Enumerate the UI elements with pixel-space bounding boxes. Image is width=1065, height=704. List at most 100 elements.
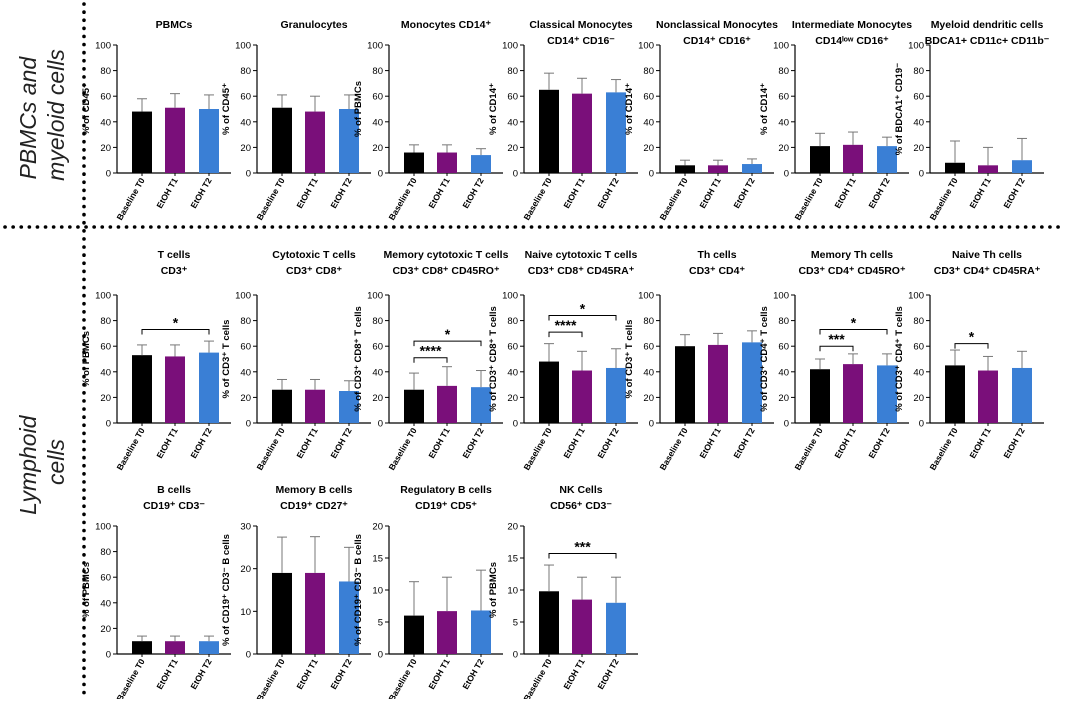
chart-title: Memory B cells [275, 484, 352, 496]
bar [305, 572, 325, 654]
x-tick-label: EtOH T1 [426, 176, 452, 210]
y-tick-label: 20 [507, 393, 518, 404]
y-tick-label: 20 [372, 143, 383, 154]
bar [708, 165, 728, 173]
bar [539, 361, 559, 423]
bar [305, 389, 325, 423]
y-tick-label: 100 [235, 41, 251, 52]
significance-bracket [548, 553, 617, 559]
y-tick-label: 80 [507, 66, 518, 77]
y-tick-label: 100 [95, 41, 111, 52]
chart-title: Regulatory B cells [400, 484, 492, 496]
chart-panel: Granulocytes 0 20 40 60 80 100 % of CD45⁺ Baseli… [221, 19, 371, 222]
y-tick-label: 40 [913, 367, 924, 378]
bar [199, 352, 219, 423]
bar [945, 162, 965, 173]
y-tick-label: 40 [372, 117, 383, 128]
x-tick-label: Baseline T0 [521, 657, 553, 699]
bar [404, 152, 424, 173]
chart-panel: Naive Th cells CD3⁺ CD4⁺ CD45RA⁺ 0 20 40 60 80… [894, 249, 1044, 472]
significance-bracket [548, 314, 617, 321]
y-tick-label: 80 [643, 316, 654, 327]
chart-title: Myeloid dendritic cells [931, 19, 1044, 31]
chart-title: PBMCs [156, 19, 193, 31]
y-tick-label: 60 [778, 342, 789, 353]
y-tick-label: 20 [913, 143, 924, 154]
y-tick-label: 60 [507, 342, 518, 353]
y-tick-label: 100 [638, 291, 654, 302]
chart-title: Classical Monocytes [529, 19, 632, 31]
significance-label: * [851, 315, 857, 331]
bar [165, 107, 185, 173]
x-tick-label: Baseline T0 [657, 426, 689, 472]
y-tick-label: 0 [513, 419, 518, 430]
y-tick-label: 60 [643, 92, 654, 103]
chart-panel: Th cells CD3⁺ CD4⁺ 0 20 40 60 80 100 % of CD3⁺ T… [624, 249, 774, 472]
bar [539, 591, 559, 654]
y-tick-label: 40 [100, 598, 111, 609]
y-axis-label: % of CD14⁺ [759, 83, 770, 135]
x-tick-label: EtOH T1 [426, 426, 452, 460]
y-tick-label: 100 [95, 291, 111, 302]
y-tick-label: 20 [643, 393, 654, 404]
bar [572, 370, 592, 423]
bar [978, 165, 998, 173]
x-tick-label: EtOH T2 [188, 426, 214, 460]
chart-title: Nonclassical Monocytes [656, 19, 778, 31]
section-label-myeloid: PBMCs and myeloid cells [15, 49, 69, 181]
y-tick-label: 0 [649, 169, 654, 180]
chart-panel: Myeloid dendritic cells BDCA1+ CD11c+ CD1… [894, 19, 1050, 222]
y-tick-label: 30 [240, 522, 251, 533]
y-tick-label: 100 [95, 522, 111, 533]
x-tick-label: EtOH T2 [595, 176, 621, 210]
bar [339, 391, 359, 423]
chart-panel: Monocytes CD14⁺ 0 20 40 60 80 100 % of PBMCs Bas… [353, 19, 503, 222]
y-tick-label: 0 [784, 169, 789, 180]
y-tick-label: 60 [372, 92, 383, 103]
x-tick-label: Baseline T0 [521, 426, 553, 472]
x-tick-label: EtOH T1 [294, 176, 320, 210]
x-tick-label: EtOH T2 [1001, 176, 1027, 210]
y-axis-label: % of CD19⁺ CD3⁻ B cells [353, 534, 364, 646]
y-axis-label: % of CD19⁺ CD3⁻ B cells [221, 534, 232, 646]
bar [675, 165, 695, 173]
y-tick-label: 0 [513, 650, 518, 661]
chart-title: BDCA1+ CD11c+ CD11b⁻ [925, 35, 1050, 47]
y-tick-label: 10 [372, 586, 383, 597]
significance-bracket [819, 329, 888, 335]
y-tick-label: 40 [778, 117, 789, 128]
significance-label: * [580, 300, 586, 316]
x-tick-label: Baseline T0 [521, 176, 553, 222]
x-tick-label: EtOH T2 [595, 426, 621, 460]
y-tick-label: 40 [778, 367, 789, 378]
chart-title: CD3⁺ CD4⁺ CD45RA⁺ [934, 265, 1041, 277]
bar [199, 109, 219, 173]
y-tick-label: 60 [100, 573, 111, 584]
section-label-lymphoid-line1: Lymphoid [15, 414, 41, 515]
y-tick-label: 60 [100, 92, 111, 103]
x-tick-label: Baseline T0 [254, 657, 286, 699]
y-tick-label: 80 [100, 547, 111, 558]
chart-title: Naive cytotoxic T cells [525, 249, 638, 261]
chart-title: T cells [158, 249, 191, 261]
bar [742, 164, 762, 173]
chart-title: CD3⁺ CD8⁺ CD45RA⁺ [528, 265, 635, 277]
x-tick-label: EtOH T1 [154, 426, 180, 460]
section-label-lymphoid-line2: cells [43, 438, 69, 485]
y-tick-label: 0 [784, 419, 789, 430]
bar [606, 92, 626, 173]
bar [305, 111, 325, 173]
chart-panel: Naive cytotoxic T cells CD3⁺ CD8⁺ CD45RA⁺… [488, 249, 638, 472]
y-tick-label: 60 [643, 342, 654, 353]
y-tick-label: 0 [649, 419, 654, 430]
x-tick-label: EtOH T1 [561, 657, 587, 691]
y-tick-label: 80 [100, 316, 111, 327]
x-tick-label: EtOH T2 [866, 426, 892, 460]
significance-label: * [969, 329, 975, 345]
y-tick-label: 60 [778, 92, 789, 103]
bar [978, 370, 998, 423]
bar [471, 610, 491, 654]
bar [742, 342, 762, 423]
x-tick-label: EtOH T2 [866, 176, 892, 210]
